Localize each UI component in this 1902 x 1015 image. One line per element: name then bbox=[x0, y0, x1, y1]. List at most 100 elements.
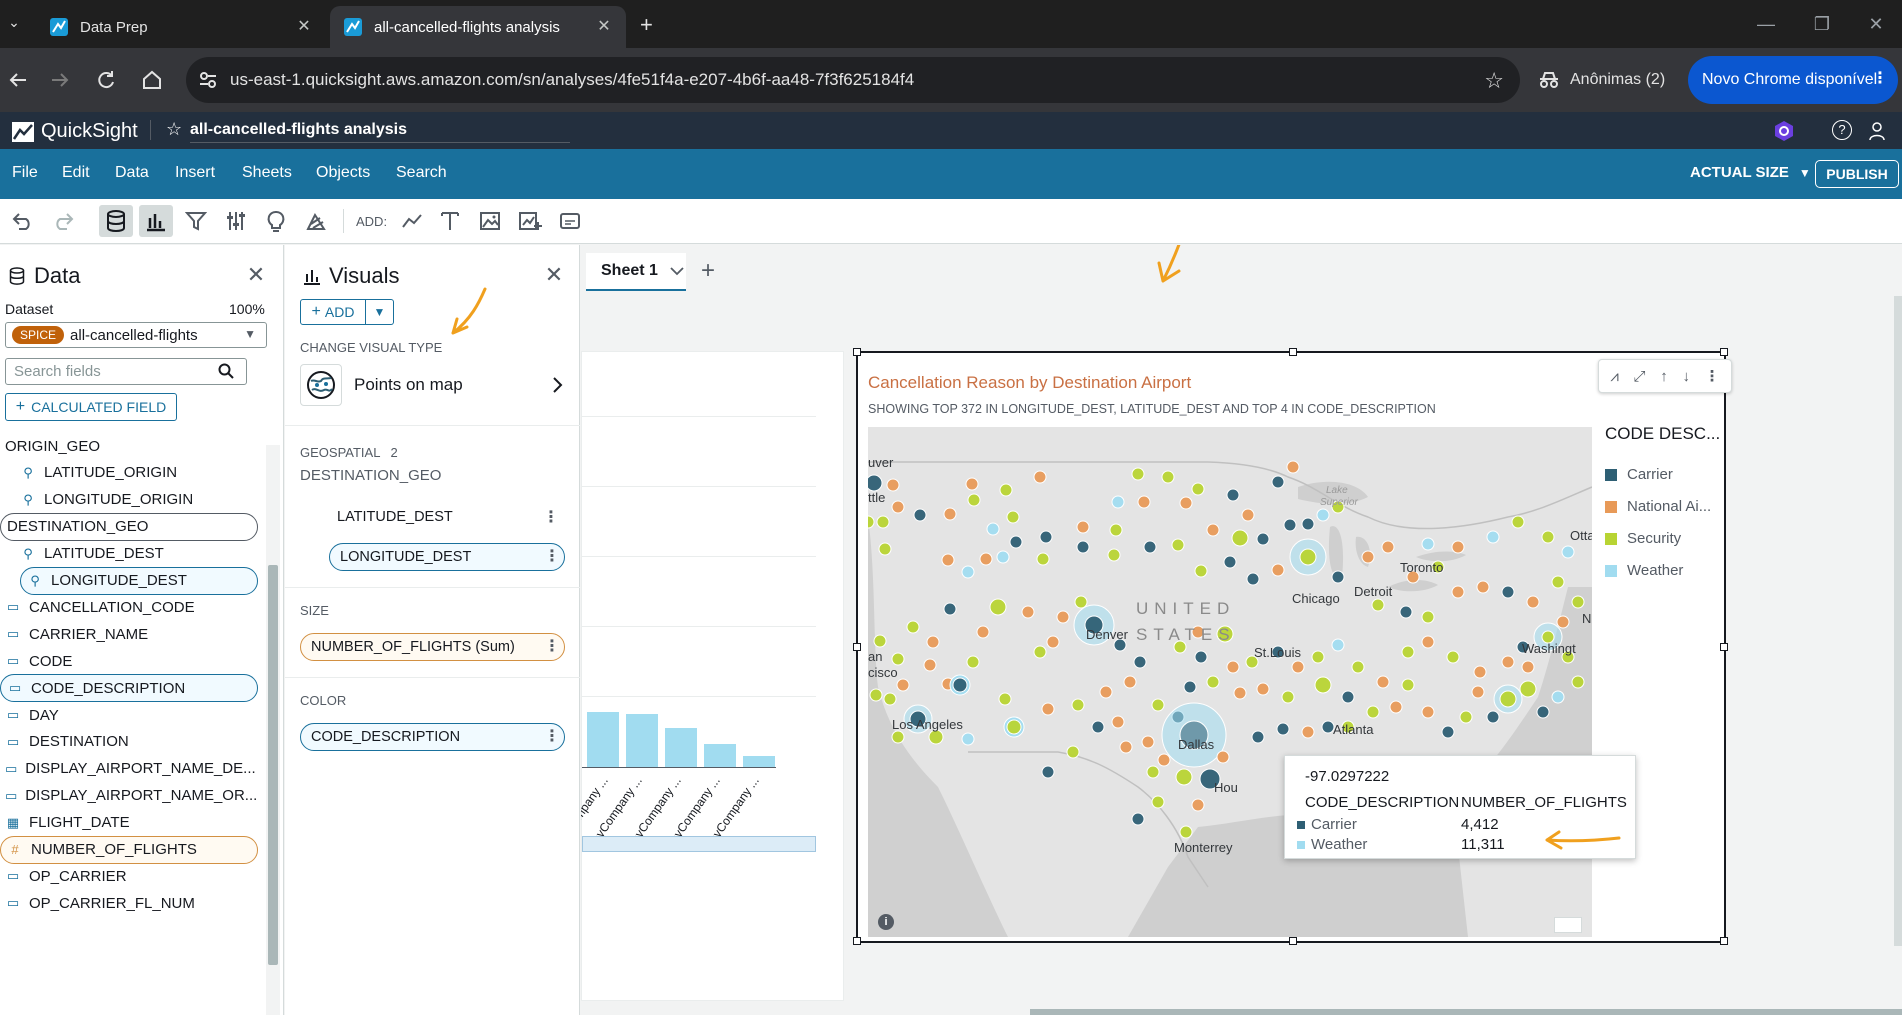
bar[interactable] bbox=[743, 756, 775, 767]
map-point[interactable] bbox=[1006, 719, 1022, 735]
map-point[interactable] bbox=[1066, 745, 1080, 759]
map-point[interactable] bbox=[1341, 720, 1355, 734]
size-well[interactable]: NUMBER_OF_FLIGHTS (Sum) ⋮ bbox=[300, 633, 565, 661]
map-point[interactable] bbox=[1157, 753, 1171, 767]
map-point[interactable] bbox=[1283, 518, 1297, 532]
map-point[interactable] bbox=[1216, 625, 1234, 643]
map-point[interactable] bbox=[1381, 540, 1395, 554]
field-item[interactable]: ▭ DISPLAY_AIRPORT_NAME_DE... bbox=[5, 755, 256, 783]
map-point[interactable] bbox=[1076, 520, 1090, 534]
map-point[interactable] bbox=[1421, 610, 1435, 624]
resize-handle[interactable] bbox=[853, 937, 861, 945]
redo-icon[interactable] bbox=[46, 205, 80, 237]
map-point[interactable] bbox=[1084, 615, 1104, 635]
map-point[interactable] bbox=[1519, 680, 1537, 698]
visual-title[interactable]: Cancellation Reason by Destination Airpo… bbox=[868, 373, 1192, 392]
map-point[interactable] bbox=[1501, 655, 1515, 669]
map-point[interactable] bbox=[1036, 552, 1050, 566]
scrollbar-thumb[interactable] bbox=[268, 565, 278, 965]
map-point[interactable] bbox=[941, 553, 955, 567]
map-point[interactable] bbox=[1271, 645, 1285, 659]
menu-search[interactable]: Search bbox=[396, 164, 447, 181]
map-point[interactable] bbox=[1499, 690, 1517, 708]
field-item[interactable]: ▭ CODE_DESCRIPTION bbox=[0, 674, 258, 703]
map-point[interactable] bbox=[1276, 722, 1290, 736]
map-point[interactable] bbox=[869, 688, 883, 702]
map-point[interactable] bbox=[1286, 460, 1300, 474]
map-point[interactable] bbox=[1431, 560, 1445, 574]
map-point[interactable] bbox=[1561, 650, 1575, 664]
arrow-up-icon[interactable]: ↑ bbox=[1660, 367, 1668, 385]
map-point[interactable] bbox=[1141, 735, 1155, 749]
map-point[interactable] bbox=[986, 522, 1000, 536]
map-point[interactable] bbox=[1231, 529, 1249, 547]
bar-chart-visual[interactable]: AnyCompany ... AnyCompany ... AnyCompany… bbox=[581, 351, 844, 1001]
map-point[interactable] bbox=[1179, 825, 1193, 839]
menu-objects[interactable]: Objects bbox=[316, 164, 371, 181]
field-item[interactable]: ▦ FLIGHT_DATE bbox=[5, 809, 255, 837]
map-point[interactable] bbox=[1451, 540, 1465, 554]
map-point[interactable] bbox=[1331, 500, 1345, 514]
map-point[interactable] bbox=[896, 678, 910, 692]
chevron-down-icon[interactable] bbox=[670, 266, 684, 276]
map-point[interactable] bbox=[961, 565, 975, 579]
map-point[interactable] bbox=[1281, 690, 1295, 704]
map-point[interactable] bbox=[1526, 595, 1540, 609]
field-item[interactable]: ▭ OP_CARRIER bbox=[5, 862, 255, 890]
sheet-tab[interactable]: Sheet 1 bbox=[586, 253, 686, 291]
map-point[interactable] bbox=[1119, 740, 1133, 754]
map-point[interactable] bbox=[1446, 650, 1460, 664]
bar[interactable] bbox=[587, 712, 619, 767]
map-point[interactable] bbox=[1561, 545, 1575, 559]
map-point[interactable] bbox=[1301, 725, 1315, 739]
field-item[interactable]: ▭ CODE bbox=[5, 647, 255, 675]
search-fields-input[interactable] bbox=[5, 358, 247, 385]
restore-icon[interactable]: ❐ bbox=[1813, 14, 1831, 34]
legend-item[interactable]: Carrier bbox=[1605, 466, 1673, 483]
map-point[interactable] bbox=[979, 552, 993, 566]
favorite-star-icon[interactable]: ☆ bbox=[166, 119, 183, 139]
field-item[interactable]: ⚲ LATITUDE_ORIGIN bbox=[20, 459, 270, 487]
dataset-select[interactable]: SPICE all-cancelled-flights ▼ bbox=[5, 322, 267, 348]
kebab-menu-icon[interactable]: ⋮ bbox=[544, 548, 560, 565]
field-item[interactable]: # NUMBER_OF_FLIGHTS bbox=[0, 835, 258, 864]
bar[interactable] bbox=[626, 714, 658, 767]
quicksight-logo[interactable]: QuickSight bbox=[12, 120, 138, 143]
map-point[interactable] bbox=[1143, 540, 1157, 554]
field-item[interactable]: DESTINATION_GEO bbox=[0, 512, 258, 541]
map-point[interactable] bbox=[1161, 470, 1175, 484]
map-point[interactable] bbox=[1033, 645, 1047, 659]
map-point[interactable] bbox=[998, 692, 1012, 706]
map-point[interactable] bbox=[1421, 705, 1435, 719]
map-point[interactable] bbox=[1366, 705, 1380, 719]
resize-handle[interactable] bbox=[1289, 348, 1297, 356]
map-point[interactable] bbox=[891, 730, 905, 744]
tab-search-button[interactable]: ⌄ bbox=[8, 14, 20, 30]
field-item[interactable]: ⚲ LONGITUDE_ORIGIN bbox=[20, 486, 270, 514]
map-point[interactable] bbox=[1233, 686, 1247, 700]
add-visual-dropdown[interactable]: ▼ bbox=[366, 299, 394, 325]
actual-size-dropdown[interactable]: ACTUAL SIZE ▼ bbox=[1690, 164, 1811, 181]
map-point[interactable] bbox=[1074, 595, 1088, 609]
map-point[interactable] bbox=[1151, 698, 1165, 712]
back-icon[interactable] bbox=[4, 66, 32, 94]
map-point[interactable] bbox=[996, 550, 1010, 564]
search-icon[interactable] bbox=[218, 363, 234, 379]
map-point[interactable] bbox=[1256, 532, 1270, 546]
map-point[interactable] bbox=[1486, 530, 1500, 544]
map-point[interactable] bbox=[891, 652, 905, 666]
map-point[interactable] bbox=[1321, 720, 1335, 734]
map-point[interactable] bbox=[1271, 563, 1285, 577]
map-point[interactable] bbox=[1041, 702, 1055, 716]
map-point[interactable] bbox=[1226, 660, 1240, 674]
map-point[interactable] bbox=[1541, 530, 1555, 544]
visual-type-selector[interactable]: Points on map bbox=[300, 364, 570, 406]
canvas-horizontal-scrollbar[interactable] bbox=[1030, 1009, 1902, 1015]
map-point[interactable] bbox=[1179, 720, 1209, 750]
kebab-menu-icon[interactable]: ⋮ bbox=[543, 509, 559, 526]
amazon-q-icon[interactable] bbox=[1772, 119, 1796, 143]
close-icon[interactable]: ✕ bbox=[246, 262, 266, 287]
map-point[interactable] bbox=[1441, 725, 1455, 739]
bar[interactable] bbox=[665, 728, 697, 767]
bookmark-star-icon[interactable]: ☆ bbox=[1484, 68, 1504, 93]
